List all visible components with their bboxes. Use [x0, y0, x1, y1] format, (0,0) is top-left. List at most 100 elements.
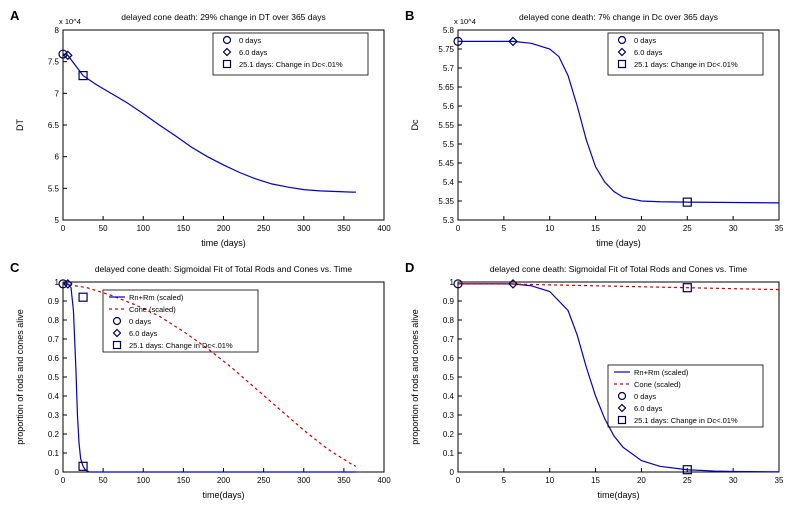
- svg-text:0.1: 0.1: [48, 449, 60, 458]
- svg-text:0.7: 0.7: [443, 335, 455, 344]
- svg-text:25.1 days: Change in Dc<.01%: 25.1 days: Change in Dc<.01%: [239, 60, 343, 69]
- svg-text:6.0 days: 6.0 days: [129, 329, 158, 338]
- svg-text:7.5: 7.5: [48, 58, 60, 67]
- svg-text:25.1 days: Change in Dc<.01%: 25.1 days: Change in Dc<.01%: [634, 416, 738, 425]
- svg-text:6: 6: [55, 153, 60, 162]
- svg-text:8: 8: [55, 26, 60, 35]
- svg-text:0.3: 0.3: [443, 411, 455, 420]
- svg-text:0.2: 0.2: [48, 430, 60, 439]
- svg-text:Cone (scaled): Cone (scaled): [129, 305, 176, 314]
- svg-text:0.5: 0.5: [48, 373, 60, 382]
- svg-text:15: 15: [591, 224, 600, 233]
- svg-text:35: 35: [775, 224, 784, 233]
- svg-text:200: 200: [217, 476, 231, 485]
- svg-text:5.3: 5.3: [443, 216, 455, 225]
- svg-text:0 days: 0 days: [634, 36, 656, 45]
- svg-text:5: 5: [55, 216, 60, 225]
- svg-text:350: 350: [337, 224, 351, 233]
- svg-text:time (days): time (days): [596, 238, 641, 248]
- panel-c: C delayed cone death: Sigmoidal Fit of T…: [8, 260, 397, 506]
- svg-text:6.0 days: 6.0 days: [634, 48, 663, 57]
- svg-text:0: 0: [450, 468, 455, 477]
- svg-text:5.45: 5.45: [438, 159, 454, 168]
- svg-text:6.0 days: 6.0 days: [634, 404, 663, 413]
- svg-text:5.75: 5.75: [438, 45, 454, 54]
- svg-text:DT: DT: [15, 119, 25, 131]
- panel-d: D delayed cone death: Sigmoidal Fit of T…: [403, 260, 792, 506]
- svg-text:350: 350: [337, 476, 351, 485]
- svg-text:150: 150: [177, 476, 191, 485]
- svg-text:5.8: 5.8: [443, 26, 455, 35]
- chart-c: delayed cone death: Sigmoidal Fit of Tot…: [8, 260, 396, 504]
- svg-text:250: 250: [257, 224, 271, 233]
- svg-text:35: 35: [775, 476, 784, 485]
- panel-label-c: C: [10, 260, 19, 275]
- svg-text:proportion of rods and cones a: proportion of rods and cones alive: [15, 309, 25, 445]
- chart-grid: A delayed cone death: 29% change in DT o…: [8, 8, 792, 506]
- svg-text:5.4: 5.4: [443, 178, 455, 187]
- svg-text:5.55: 5.55: [438, 121, 454, 130]
- svg-text:0.7: 0.7: [48, 335, 60, 344]
- svg-text:delayed cone death: Sigmoidal: delayed cone death: Sigmoidal Fit of Tot…: [490, 264, 748, 274]
- svg-text:100: 100: [137, 224, 151, 233]
- svg-text:0 days: 0 days: [634, 392, 656, 401]
- svg-text:25: 25: [683, 224, 692, 233]
- panel-label-a: A: [10, 8, 19, 23]
- svg-text:proportion of rods and cones a: proportion of rods and cones alive: [410, 309, 420, 445]
- svg-text:5.7: 5.7: [443, 64, 455, 73]
- svg-text:0 days: 0 days: [129, 317, 151, 326]
- svg-text:0.4: 0.4: [48, 392, 60, 401]
- svg-text:10: 10: [545, 224, 554, 233]
- svg-text:delayed cone death: Sigmoidal: delayed cone death: Sigmoidal Fit of Tot…: [95, 264, 353, 274]
- svg-text:0: 0: [456, 476, 461, 485]
- svg-text:20: 20: [637, 476, 646, 485]
- svg-text:Cone (scaled): Cone (scaled): [634, 380, 681, 389]
- svg-text:150: 150: [177, 224, 191, 233]
- svg-text:0: 0: [61, 476, 66, 485]
- svg-text:0.9: 0.9: [443, 297, 455, 306]
- svg-text:0.3: 0.3: [48, 411, 60, 420]
- svg-text:0.1: 0.1: [443, 449, 455, 458]
- chart-a: delayed cone death: 29% change in DT ove…: [8, 8, 396, 252]
- chart-d: delayed cone death: Sigmoidal Fit of Tot…: [403, 260, 791, 504]
- svg-text:0: 0: [55, 468, 60, 477]
- svg-text:5.5: 5.5: [48, 184, 60, 193]
- svg-text:delayed cone death: 29% change: delayed cone death: 29% change in DT ove…: [121, 12, 325, 22]
- svg-text:5.35: 5.35: [438, 197, 454, 206]
- svg-text:25.1 days: Change in Dc<.01%: 25.1 days: Change in Dc<.01%: [634, 60, 738, 69]
- svg-text:5: 5: [502, 224, 507, 233]
- svg-text:30: 30: [729, 476, 738, 485]
- svg-text:20: 20: [637, 224, 646, 233]
- svg-text:200: 200: [217, 224, 231, 233]
- svg-text:time(days): time(days): [202, 490, 244, 500]
- svg-text:Dc: Dc: [410, 119, 420, 130]
- svg-text:0: 0: [61, 224, 66, 233]
- svg-text:Rn+Rm (scaled): Rn+Rm (scaled): [129, 293, 184, 302]
- svg-text:0.9: 0.9: [48, 297, 60, 306]
- svg-text:0.6: 0.6: [443, 354, 455, 363]
- svg-text:250: 250: [257, 476, 271, 485]
- svg-text:0.2: 0.2: [443, 430, 455, 439]
- svg-text:100: 100: [137, 476, 151, 485]
- svg-text:0.6: 0.6: [48, 354, 60, 363]
- svg-text:5.5: 5.5: [443, 140, 455, 149]
- svg-text:0.4: 0.4: [443, 392, 455, 401]
- svg-text:5.65: 5.65: [438, 83, 454, 92]
- svg-text:6.5: 6.5: [48, 121, 60, 130]
- svg-text:0 days: 0 days: [239, 36, 261, 45]
- svg-text:400: 400: [377, 476, 391, 485]
- svg-text:x 10^4: x 10^4: [454, 17, 476, 26]
- svg-text:Rn+Rm (scaled): Rn+Rm (scaled): [634, 368, 689, 377]
- svg-text:5: 5: [502, 476, 507, 485]
- panel-a: A delayed cone death: 29% change in DT o…: [8, 8, 397, 254]
- svg-text:50: 50: [99, 476, 108, 485]
- svg-text:15: 15: [591, 476, 600, 485]
- chart-b: delayed cone death: 7% change in Dc over…: [403, 8, 791, 252]
- svg-text:10: 10: [545, 476, 554, 485]
- svg-text:30: 30: [729, 224, 738, 233]
- svg-text:6.0 days: 6.0 days: [239, 48, 268, 57]
- panel-label-b: B: [405, 8, 414, 23]
- svg-text:25: 25: [683, 476, 692, 485]
- svg-text:400: 400: [377, 224, 391, 233]
- svg-text:7: 7: [55, 89, 60, 98]
